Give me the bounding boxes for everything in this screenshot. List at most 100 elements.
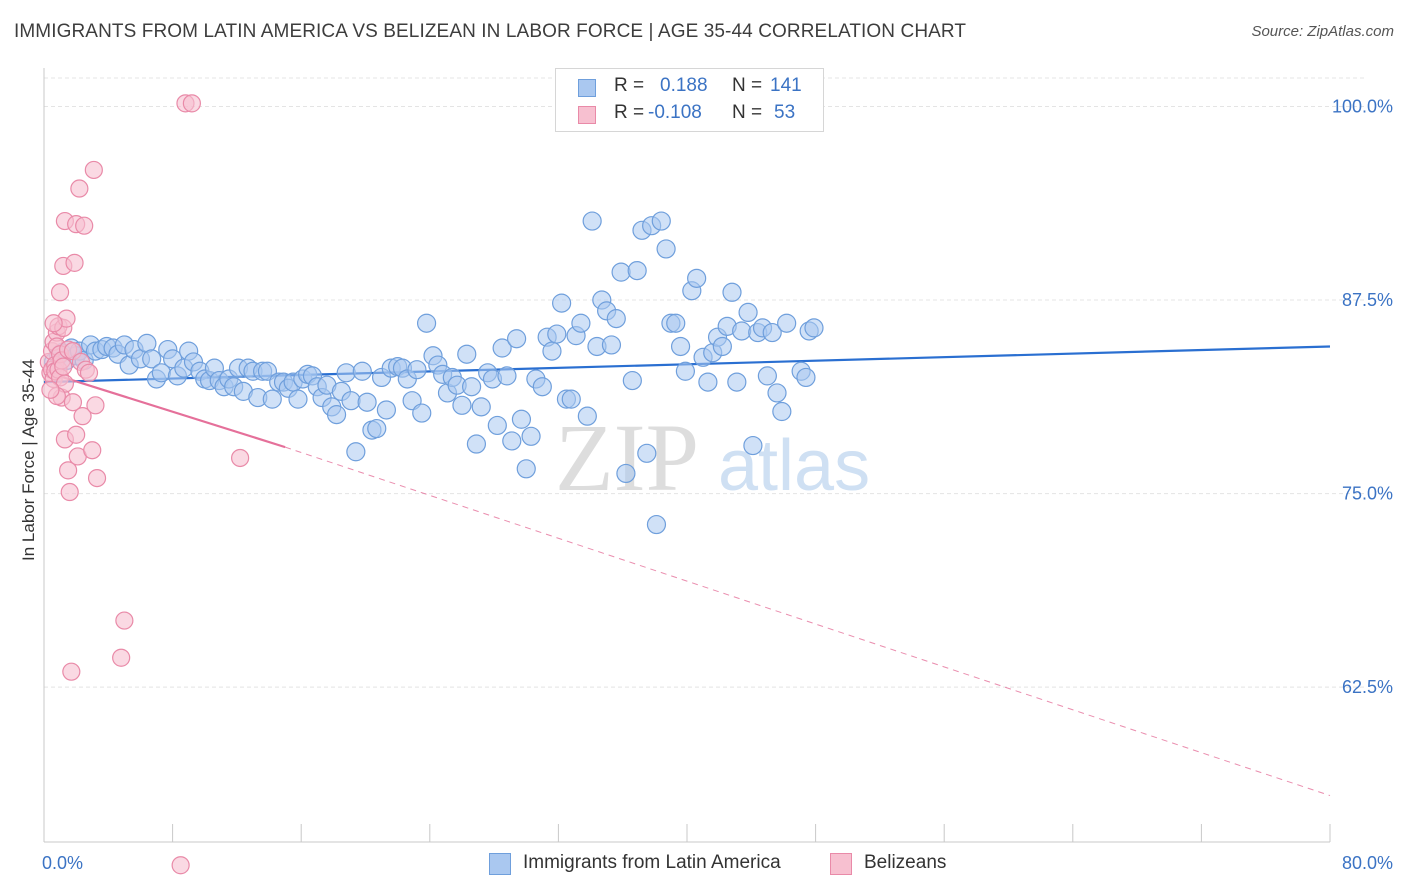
data-point-belizean <box>67 425 86 444</box>
trend-line-belizean-extrapolated <box>284 446 1331 797</box>
legend-n-label: N = <box>732 102 763 123</box>
data-point-belizean <box>84 160 103 180</box>
data-point-latin-america <box>452 395 472 415</box>
data-point-latin-america <box>507 329 527 349</box>
data-point-belizean <box>65 253 84 272</box>
series-swatch-pink <box>830 853 852 875</box>
data-point-latin-america <box>606 309 626 329</box>
data-point-latin-america <box>627 260 647 281</box>
legend-n-value: 141 <box>770 75 802 96</box>
data-point-latin-america <box>571 313 591 333</box>
series-legend-belizeans: Belizeans <box>830 852 970 878</box>
data-point-latin-america <box>722 282 742 302</box>
data-point-latin-america <box>376 400 396 420</box>
data-point-latin-america <box>352 361 372 381</box>
data-point-latin-america <box>727 372 747 392</box>
y-tick-label: 62.5% <box>1342 677 1393 697</box>
data-point-latin-america <box>582 211 602 231</box>
series-label: Immigrants from Latin America <box>523 852 781 873</box>
series-swatch-blue <box>489 853 511 875</box>
legend-r-value: 0.188 <box>660 75 708 96</box>
data-point-latin-america <box>511 409 532 429</box>
data-point-belizean <box>44 314 63 333</box>
data-point-latin-america <box>412 403 432 423</box>
data-point-belizean <box>171 856 190 875</box>
legend-row-belizeans: R = -0.108 N = 53 <box>556 102 823 128</box>
data-point-latin-america <box>757 366 777 386</box>
legend-r-label: R = <box>614 75 645 96</box>
data-point-latin-america <box>796 367 816 388</box>
data-point-belizean <box>62 662 81 681</box>
y-tick-label: 100.0% <box>1332 96 1393 116</box>
data-point-belizean <box>87 468 107 488</box>
stats-legend: R = 0.188 N = 141 R = -0.108 N = 53 <box>555 68 824 132</box>
data-point-latin-america <box>346 442 366 462</box>
data-point-latin-america <box>516 459 536 479</box>
data-point-latin-america <box>502 431 522 451</box>
data-point-latin-america <box>646 514 667 535</box>
data-point-latin-america <box>457 344 477 364</box>
axes <box>43 68 1331 843</box>
watermark-zip: ZIP <box>555 404 699 511</box>
trend-line-belizean <box>43 370 286 449</box>
data-point-latin-america <box>622 370 642 391</box>
data-point-belizean <box>59 461 78 480</box>
data-point-latin-america <box>616 463 636 484</box>
data-point-latin-america <box>532 377 552 397</box>
data-point-latin-america <box>326 405 347 425</box>
data-point-latin-america <box>547 324 567 344</box>
data-point-belizean <box>50 283 70 302</box>
data-point-latin-america <box>357 392 377 412</box>
data-point-latin-america <box>601 335 622 355</box>
data-point-belizean <box>86 396 105 415</box>
tick-labels: 100.0% 87.5% 75.0% 62.5% 0.0% 80.0% <box>42 96 1393 873</box>
data-point-latin-america <box>461 377 482 397</box>
data-point-latin-america <box>262 389 282 409</box>
data-point-latin-america <box>611 262 631 282</box>
data-point-latin-america <box>732 321 752 341</box>
data-point-latin-america <box>561 389 581 409</box>
y-tick-label: 87.5% <box>1342 290 1393 310</box>
data-point-latin-america <box>637 443 657 463</box>
data-point-latin-america <box>466 434 487 454</box>
series-legend-latin-america: Immigrants from Latin America <box>489 852 809 878</box>
data-point-belizean <box>63 393 83 412</box>
legend-n-value: 53 <box>774 102 796 123</box>
data-point-latin-america <box>416 313 437 333</box>
data-point-latin-america <box>471 397 491 417</box>
legend-swatch-blue <box>578 79 596 97</box>
source-credit: Source: ZipAtlas.com <box>1251 23 1394 40</box>
data-point-belizean <box>231 448 250 468</box>
data-point-belizean <box>79 363 99 382</box>
data-point-latin-america <box>142 349 162 369</box>
data-point-latin-america <box>336 363 356 383</box>
data-point-latin-america <box>497 366 517 386</box>
data-point-belizean <box>41 380 60 399</box>
legend-swatch-pink <box>578 106 596 124</box>
data-point-latin-america <box>341 391 361 411</box>
data-point-belizean <box>182 94 201 113</box>
data-point-latin-america <box>487 415 507 436</box>
legend-row-latin-america: R = 0.188 N = 141 <box>556 75 823 101</box>
data-point-latin-america <box>687 268 707 288</box>
watermark-atlas: atlas <box>718 426 870 506</box>
y-tick-label: 75.0% <box>1342 484 1393 504</box>
data-point-latin-america <box>698 372 718 392</box>
data-point-latin-america <box>407 360 427 380</box>
data-point-belizean <box>54 357 73 376</box>
data-point-belizean <box>112 648 131 667</box>
data-point-latin-america <box>743 435 763 456</box>
legend-r-label: R = <box>614 102 645 123</box>
legend-n-label: N = <box>732 75 763 96</box>
data-point-latin-america <box>670 336 691 357</box>
data-point-belizean <box>115 611 134 630</box>
data-point-latin-america <box>492 338 512 358</box>
data-point-latin-america <box>542 341 562 361</box>
data-point-latin-america <box>577 406 597 426</box>
data-points <box>39 94 824 875</box>
x-tick-label: 0.0% <box>42 853 83 873</box>
data-point-belizean <box>73 407 92 426</box>
data-point-latin-america <box>651 211 671 231</box>
y-axis-label: In Labor Force | Age 35-44 <box>19 359 38 561</box>
